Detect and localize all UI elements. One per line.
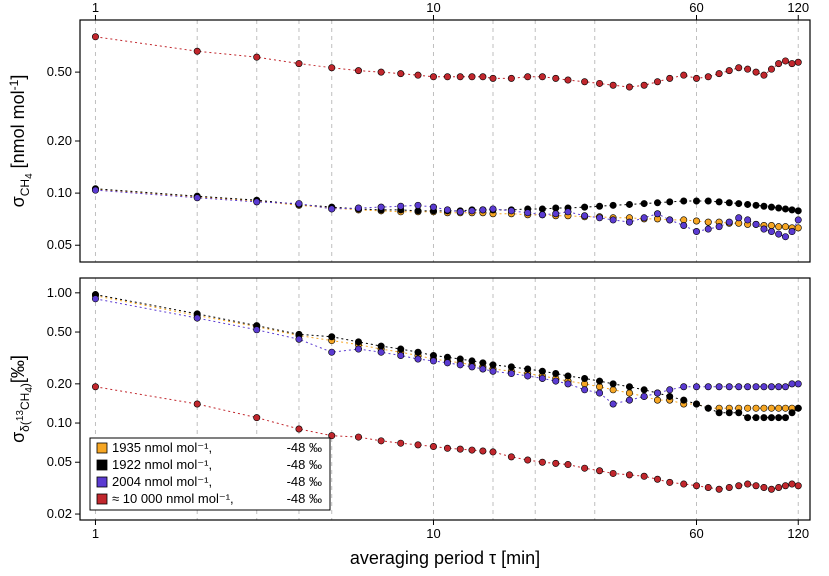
svg-text:2004 nmol mol⁻¹,: 2004 nmol mol⁻¹, xyxy=(112,474,212,489)
svg-text:0.50: 0.50 xyxy=(47,324,72,339)
svg-text:σδ(13CH4)[‰]: σδ(13CH4)[‰] xyxy=(8,355,35,443)
svg-text:120: 120 xyxy=(787,0,809,15)
svg-text:120: 120 xyxy=(787,526,809,541)
svg-text:-48 ‰: -48 ‰ xyxy=(287,457,322,472)
svg-text:60: 60 xyxy=(689,526,703,541)
x-axis-top: 1 10 60 120 xyxy=(92,0,809,20)
svg-text:60: 60 xyxy=(689,0,703,15)
allan-deviation-chart: 11060120 11060120 0.050.100.200.50 0.020… xyxy=(0,0,829,576)
svg-text:0.05: 0.05 xyxy=(47,454,72,469)
svg-text:1.00: 1.00 xyxy=(47,285,72,300)
svg-text:0.10: 0.10 xyxy=(47,185,72,200)
svg-text:1: 1 xyxy=(92,0,99,15)
svg-text:0.10: 0.10 xyxy=(47,415,72,430)
panel-sigma-ch4 xyxy=(92,20,801,262)
svg-text:-48 ‰: -48 ‰ xyxy=(287,440,322,455)
x-axis-title: averaging period τ [min] xyxy=(350,548,540,568)
svg-text:10: 10 xyxy=(426,526,440,541)
svg-text:≈ 10 000 nmol mol⁻¹,: ≈ 10 000 nmol mol⁻¹, xyxy=(112,491,234,506)
svg-text:0.20: 0.20 xyxy=(47,133,72,148)
legend: 1935 nmol mol⁻¹, -48 ‰ 1922 nmol mol⁻¹, -48… xyxy=(90,438,330,510)
y-axis-title-top: σCH4 [nmol mol-1] xyxy=(7,75,35,208)
svg-text:0.02: 0.02 xyxy=(47,506,72,521)
svg-text:0.20: 0.20 xyxy=(47,376,72,391)
svg-text:1935 nmol mol⁻¹,: 1935 nmol mol⁻¹, xyxy=(112,440,212,455)
svg-text:1: 1 xyxy=(92,526,99,541)
y-axis-bot: 0.02 0.05 0.10 0.20 0.50 1.00 xyxy=(47,285,80,521)
svg-text:0.50: 0.50 xyxy=(47,64,72,79)
x-axis-bottom: 1 10 60 120 xyxy=(92,520,809,541)
svg-text:0.05: 0.05 xyxy=(47,237,72,252)
svg-text:σCH4 [nmol mol-1]: σCH4 [nmol mol-1] xyxy=(7,75,35,208)
svg-text:1922 nmol mol⁻¹,: 1922 nmol mol⁻¹, xyxy=(112,457,212,472)
y-axis-title-bot: σδ(13CH4)[‰] xyxy=(8,355,35,443)
svg-text:-48 ‰: -48 ‰ xyxy=(287,491,322,506)
svg-text:-48 ‰: -48 ‰ xyxy=(287,474,322,489)
y-axis-top: 0.05 0.10 0.20 0.50 xyxy=(47,64,80,252)
svg-text:10: 10 xyxy=(426,0,440,15)
